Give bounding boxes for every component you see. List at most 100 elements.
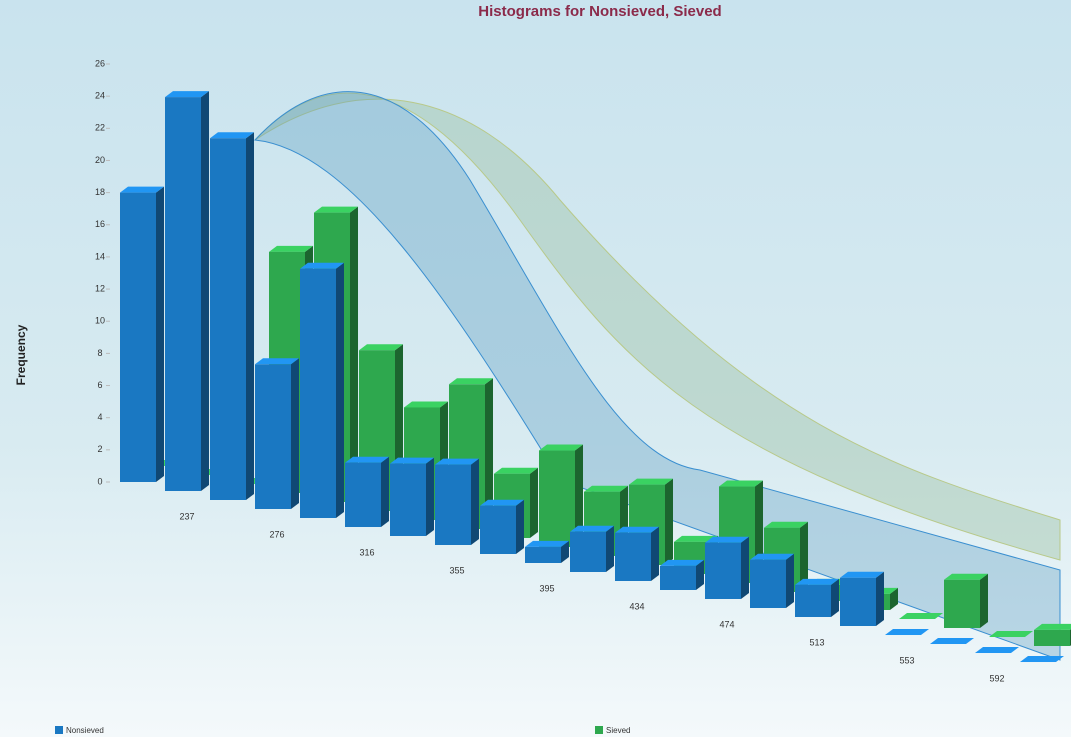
bar [1034, 629, 1070, 646]
bar-top [539, 444, 583, 451]
bar-top [629, 478, 673, 485]
bar-top [359, 344, 403, 351]
bar-top [795, 578, 839, 585]
legend-label: Sieved [606, 726, 630, 735]
y-tick-label: 10 [95, 316, 105, 326]
fit-curve-sieved [254, 92, 1061, 561]
bar-side [381, 456, 389, 527]
bar-top [404, 401, 448, 408]
y-tick-label: 20 [95, 155, 105, 165]
bar-top [989, 631, 1033, 637]
bar-top [210, 132, 254, 139]
bar-top [300, 262, 344, 269]
x-tick-label: 434 [629, 601, 644, 611]
bar-side [350, 206, 358, 502]
bar [255, 364, 291, 509]
bar-side [471, 458, 479, 545]
bar [795, 584, 831, 617]
bar-top [975, 647, 1019, 653]
bar-top [449, 378, 493, 385]
bar [705, 542, 741, 599]
bar-side [246, 132, 254, 500]
bar-top [584, 485, 628, 492]
bar-side [665, 478, 673, 565]
bar-side [530, 467, 538, 538]
x-tick-label: 395 [539, 583, 554, 593]
bar-top [840, 571, 884, 578]
y-tick-label: 8 [97, 348, 102, 358]
x-tick-label: 237 [179, 511, 194, 521]
bar [570, 531, 606, 572]
bar-top [750, 553, 794, 560]
bar-top [899, 613, 943, 619]
bar-top [494, 467, 538, 474]
bar-side [485, 378, 493, 529]
bar-side [336, 262, 344, 518]
chart-title: Histograms for Nonsieved, Sieved [478, 3, 721, 20]
bar-top [1020, 656, 1064, 662]
bar-side [575, 444, 583, 547]
bar-side [800, 521, 808, 592]
bar-side [561, 540, 569, 563]
bar [435, 464, 471, 545]
bar-top [930, 638, 974, 644]
y-tick-label: 12 [95, 283, 105, 293]
bar-top [764, 521, 808, 528]
bar-side [201, 91, 209, 491]
y-tick-label: 14 [95, 251, 105, 261]
bar-top [570, 525, 614, 532]
bar-top [944, 573, 988, 580]
bar-side [696, 559, 704, 590]
legend-swatch [595, 726, 603, 734]
bar-top [674, 535, 718, 542]
bar-top [480, 499, 524, 506]
y-tick-label: 22 [95, 123, 105, 133]
bar [615, 532, 651, 581]
bar [480, 505, 516, 554]
bar-top [255, 358, 299, 365]
bar-top [615, 526, 659, 533]
fit-curve-nonsieved [253, 91, 1061, 661]
bar-side [876, 571, 884, 626]
y-tick-label: 0 [97, 476, 102, 486]
bar [660, 565, 696, 590]
bar-top [269, 245, 313, 252]
y-axis-label: Frequency [14, 324, 28, 385]
bar-top [719, 480, 763, 487]
x-tick-label: 474 [719, 619, 734, 629]
bar-side [606, 525, 614, 572]
bar [944, 579, 980, 628]
y-tick-label: 24 [95, 91, 105, 101]
bar-side [786, 553, 794, 608]
bar [750, 559, 786, 608]
x-tick-label: 553 [899, 655, 914, 665]
bar-side [156, 186, 164, 482]
bar-side [741, 536, 749, 599]
x-tick-label: 276 [269, 529, 284, 539]
x-tick-label: 513 [809, 637, 824, 647]
legend-swatch [55, 726, 63, 734]
bar-top [885, 629, 929, 635]
bar-top [1034, 623, 1071, 630]
y-tick-label: 4 [97, 412, 102, 422]
bar-top [390, 457, 434, 464]
x-tick-label: 592 [989, 673, 1004, 683]
bar [210, 138, 246, 500]
bar-top [120, 186, 164, 193]
bar-top [345, 456, 389, 463]
y-tick-label: 6 [97, 380, 102, 390]
bar [165, 97, 201, 491]
bar-side [426, 457, 434, 536]
bar-side [890, 587, 898, 610]
bar-side [980, 573, 988, 628]
bar-side [831, 578, 839, 617]
bar-top [660, 559, 704, 566]
bar [539, 450, 575, 547]
bar-side [651, 526, 659, 581]
bar-top [435, 458, 479, 465]
bar [345, 462, 381, 527]
bar-side [291, 358, 299, 509]
y-tick-label: 26 [95, 58, 105, 68]
x-tick-label: 355 [449, 565, 464, 575]
